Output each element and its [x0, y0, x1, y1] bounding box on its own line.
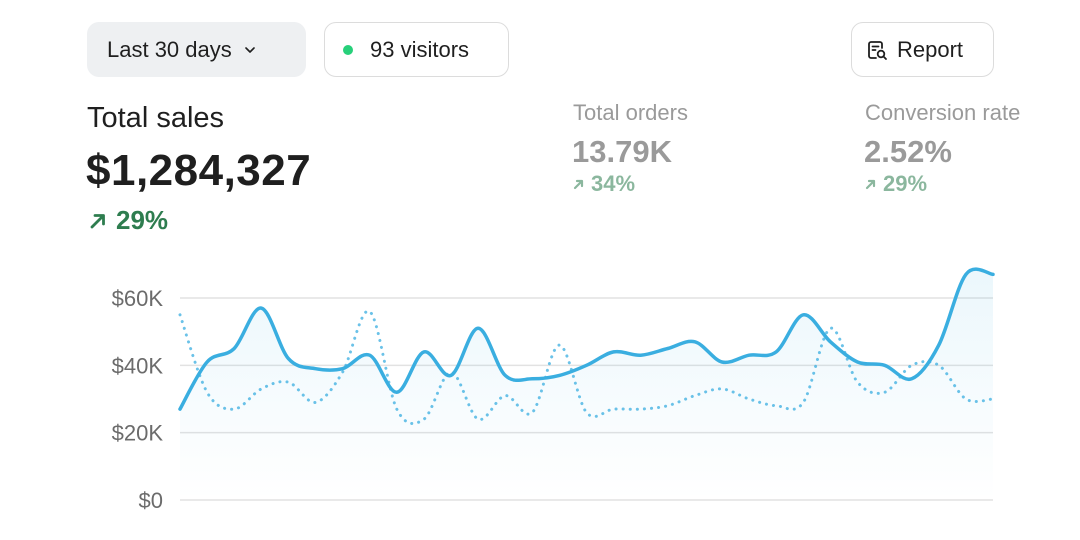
y-tick-label: $0	[139, 488, 163, 513]
total-orders-change-value: 34%	[591, 171, 636, 196]
conversion-rate-value: 2.52%	[864, 134, 952, 169]
total-sales-value: $1,284,327	[86, 146, 312, 195]
status-dot-icon	[343, 44, 353, 55]
y-tick-label: $40K	[112, 353, 164, 378]
total-sales-label: Total sales	[87, 102, 225, 134]
conversion-rate-metric: Conversion rate 2.52% 29%	[864, 98, 1026, 208]
conversion-rate-label: Conversion rate	[865, 100, 1021, 125]
y-tick-label: $20K	[112, 421, 164, 446]
period-dropdown-button[interactable]: Last 30 days	[87, 22, 306, 77]
arrow-up-right-icon	[573, 179, 584, 189]
total-sales-change-value: 29%	[116, 205, 169, 235]
arrow-up-right-icon	[865, 179, 876, 189]
visitors-label: 93 visitors	[370, 36, 470, 62]
y-tick-label: $60K	[112, 286, 164, 311]
total-orders-value: 13.79K	[572, 134, 672, 169]
series-line-solid	[178, 267, 995, 411]
total-orders-label: Total orders	[573, 100, 688, 125]
visitors-button[interactable]: 93 visitors	[324, 22, 509, 77]
conversion-rate-change: 29%	[865, 171, 927, 197]
report-search-icon	[868, 40, 887, 60]
total-sales-change: 29%	[88, 205, 168, 236]
total-orders-change: 34%	[573, 171, 635, 197]
series-area	[180, 269, 993, 500]
report-label: Report	[897, 36, 964, 62]
conversion-rate-change-value: 29%	[883, 171, 928, 196]
chevron-down-icon	[244, 46, 255, 53]
period-label: Last 30 days	[107, 36, 232, 62]
report-button[interactable]: Report	[851, 22, 994, 77]
arrow-up-right-icon	[90, 213, 105, 228]
